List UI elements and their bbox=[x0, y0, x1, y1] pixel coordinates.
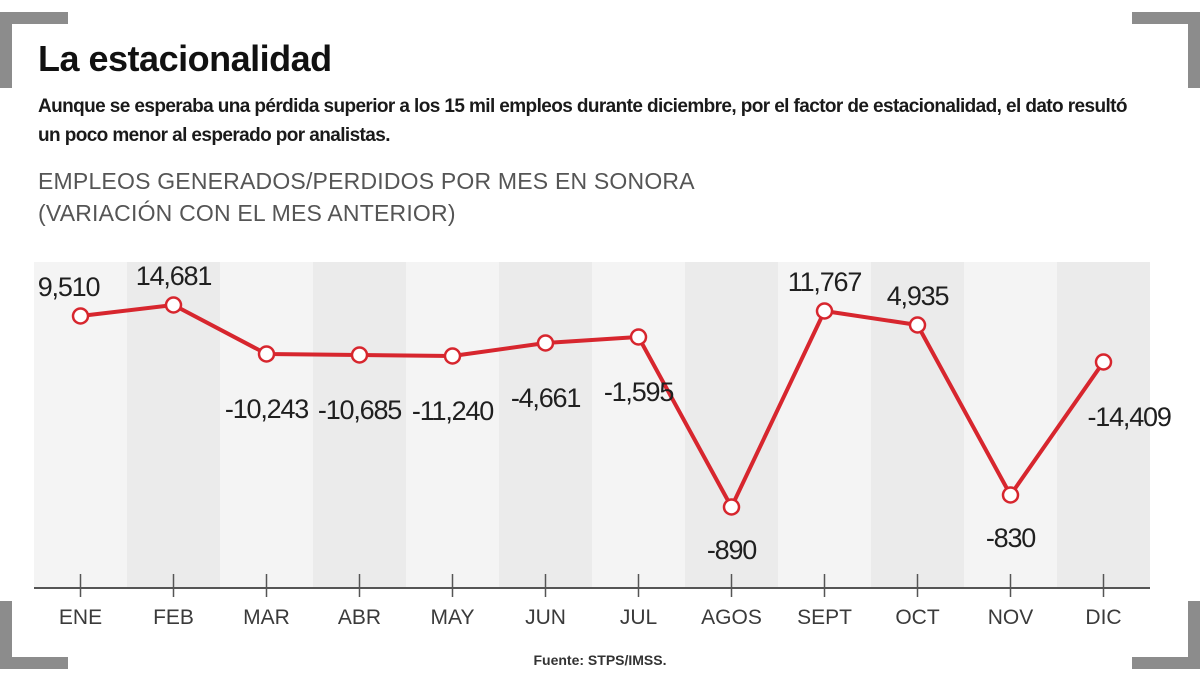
data-labels: 9,510 14,681 -10,243 -10,685 -11,240 -4,661 -1… bbox=[38, 261, 1172, 565]
x-axis-ticks bbox=[79, 574, 1105, 597]
data-label: 14,681 bbox=[136, 261, 212, 291]
data-label: 11,767 bbox=[788, 267, 862, 297]
x-tick-label: JUN bbox=[525, 606, 566, 629]
data-label: 4,935 bbox=[887, 281, 949, 311]
x-tick-label: SEPT bbox=[797, 606, 852, 629]
column-band bbox=[1057, 262, 1150, 588]
column-band bbox=[406, 262, 499, 588]
chart-title: EMPLEOS GENERADOS/PERDIDOS POR MES EN SO… bbox=[38, 165, 695, 229]
data-point bbox=[722, 498, 741, 516]
corner-bracket-bottom-right bbox=[1132, 601, 1200, 669]
column-band bbox=[127, 262, 220, 588]
data-markers bbox=[71, 296, 1113, 516]
x-tick-label: NOV bbox=[988, 606, 1034, 629]
data-label: -4,661 bbox=[511, 383, 581, 413]
data-label: -1,595 bbox=[604, 377, 674, 407]
x-tick-label: ABR bbox=[338, 606, 381, 629]
x-tick-label: JUL bbox=[620, 606, 657, 629]
chart-title-line-2: (VARIACIÓN CON EL MES ANTERIOR) bbox=[38, 200, 456, 226]
data-point bbox=[164, 296, 183, 314]
data-point bbox=[71, 307, 90, 325]
x-tick-label: MAR bbox=[243, 606, 290, 629]
page-title: La estacionalidad bbox=[38, 38, 332, 79]
data-point bbox=[908, 316, 927, 334]
data-label: -14,409 bbox=[1088, 402, 1171, 432]
data-label: -10,685 bbox=[318, 395, 401, 425]
data-point bbox=[536, 334, 555, 352]
page-subtitle: Aunque se esperaba una pérdida superior … bbox=[38, 96, 1127, 146]
column-band bbox=[499, 262, 592, 588]
data-point bbox=[257, 345, 276, 363]
data-point bbox=[1094, 353, 1113, 371]
data-point bbox=[443, 347, 462, 365]
data-label: -830 bbox=[986, 523, 1035, 553]
data-point bbox=[815, 302, 834, 320]
x-tick-label: DIC bbox=[1085, 606, 1121, 629]
chart-title-line-1: EMPLEOS GENERADOS/PERDIDOS POR MES EN SO… bbox=[38, 168, 695, 194]
data-label: 9,510 bbox=[38, 272, 100, 302]
x-tick-label: MAY bbox=[431, 606, 475, 629]
data-label: -890 bbox=[707, 535, 756, 565]
data-point bbox=[1001, 486, 1020, 504]
column-band bbox=[313, 262, 406, 588]
column-band bbox=[592, 262, 685, 588]
corner-bracket-top-left bbox=[0, 12, 68, 88]
source-note: Fuente: STPS/IMSS. bbox=[533, 652, 667, 668]
column-bands bbox=[34, 262, 1150, 588]
data-label: -10,243 bbox=[225, 394, 308, 424]
x-tick-label: OCT bbox=[895, 606, 940, 629]
column-band bbox=[685, 262, 778, 588]
x-tick-label: ENE bbox=[59, 606, 102, 629]
data-point bbox=[350, 346, 369, 364]
column-band bbox=[964, 262, 1057, 588]
x-axis-tick-labels: ENE FEB MAR ABR MAY JUN JUL AGOS SEPT OCT NOV DIC bbox=[59, 606, 1122, 629]
series-line bbox=[80, 303, 1106, 509]
corner-bracket-top-right bbox=[1132, 12, 1200, 88]
corner-bracket-bottom-left bbox=[0, 601, 68, 669]
x-tick-label: AGOS bbox=[701, 606, 762, 629]
data-label: -11,240 bbox=[412, 396, 493, 426]
column-band bbox=[220, 262, 313, 588]
x-tick-label: FEB bbox=[153, 606, 194, 629]
data-point bbox=[629, 328, 648, 346]
